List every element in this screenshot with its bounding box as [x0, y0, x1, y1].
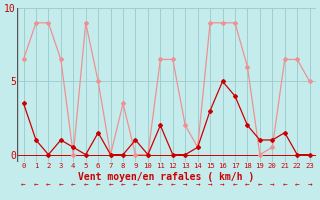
X-axis label: Vent moyen/en rafales ( km/h ): Vent moyen/en rafales ( km/h ) — [78, 172, 255, 182]
